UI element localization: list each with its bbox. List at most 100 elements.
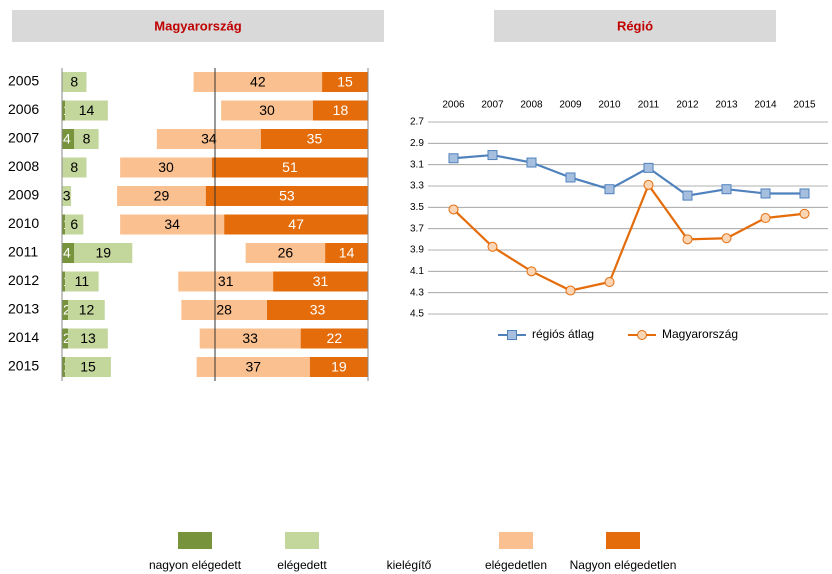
y-tick-label: 2015 [8, 358, 39, 374]
bar-segment [68, 300, 105, 320]
y-tick-label: 2007 [8, 130, 39, 146]
x-tick-label: 2013 [715, 100, 738, 111]
value-label: 14 [339, 245, 355, 261]
legend-swatch [178, 532, 212, 549]
header-box [12, 10, 384, 42]
y-tick-label: 3.7 [410, 223, 424, 234]
legend-swatch [606, 532, 640, 549]
bar-segment [309, 357, 368, 377]
bar-segment [267, 300, 368, 320]
value-label: 31 [218, 273, 234, 289]
marker [565, 172, 576, 183]
legend-swatch [392, 532, 426, 549]
marker [448, 153, 459, 164]
value-label: 2 [63, 330, 71, 346]
bar-segment [117, 186, 206, 206]
bar-segment [62, 300, 69, 320]
series-line [453, 153, 805, 197]
marker [760, 188, 771, 199]
bar-segment [325, 243, 368, 263]
bar-segment [178, 271, 274, 292]
bar-segment [132, 243, 246, 263]
legend-marker [637, 330, 647, 340]
y-tick-label: 2013 [8, 301, 39, 317]
bar-segment [199, 328, 301, 349]
value-label: 14 [79, 102, 95, 118]
x-tick-label: 2006 [442, 100, 465, 111]
legend-label: régiós átlag [532, 327, 594, 341]
value-label: 22 [327, 330, 343, 346]
marker [682, 190, 693, 201]
y-tick-label: 2006 [8, 101, 39, 117]
bar-segment [110, 357, 197, 377]
value-label: 29 [154, 188, 170, 204]
bar-segment [120, 157, 212, 178]
value-label: 33 [242, 330, 258, 346]
value-label: 37 [245, 359, 261, 375]
y-tick-label: 2.7 [410, 117, 424, 128]
value-label: 3 [63, 188, 71, 204]
y-tick-label: 2010 [8, 215, 39, 231]
series-line [452, 182, 805, 292]
bar-segment [65, 271, 99, 292]
bar-segment [62, 100, 66, 121]
header-box [494, 10, 776, 42]
left-title: Magyarország [154, 18, 241, 33]
legend-marker [507, 330, 517, 340]
value-label: 13 [80, 330, 96, 346]
bar-segment [86, 157, 121, 178]
value-label: 33 [310, 302, 326, 318]
bar-segment [205, 186, 368, 206]
x-tick-label: 2015 [793, 100, 816, 111]
bar-segment [62, 72, 87, 92]
bar-segment [193, 72, 323, 92]
marker [526, 157, 537, 168]
bar-segment [74, 129, 99, 149]
bar-segment [65, 357, 111, 377]
bar-segment [98, 271, 179, 292]
marker [682, 234, 693, 245]
marker [487, 150, 498, 161]
x-tick-label: 2011 [638, 100, 660, 111]
marker [604, 277, 615, 287]
bar-segment [211, 157, 368, 178]
legend-label: Nagyon elégedetlen [570, 558, 677, 572]
bar-segment [260, 129, 368, 149]
y-tick-label: 2.9 [410, 138, 424, 149]
bar-segment [221, 100, 313, 121]
x-tick-label: 2010 [598, 100, 621, 111]
value-label: 35 [307, 131, 323, 147]
y-tick-label: 4.3 [410, 287, 424, 298]
value-label: 42 [250, 74, 266, 90]
marker [721, 184, 732, 195]
legend-swatch [499, 532, 533, 549]
y-tick-label: 3.5 [410, 202, 424, 213]
x-tick-label: 2014 [754, 100, 777, 111]
bar-segment [98, 129, 157, 149]
value-label: 47 [288, 216, 304, 232]
bar-segment [74, 243, 133, 263]
bar-segment [181, 300, 268, 320]
value-label: 8 [70, 74, 78, 90]
bar-segment [312, 100, 368, 121]
y-tick-label: 2012 [8, 272, 39, 288]
value-label: 2 [63, 302, 71, 318]
value-label: 34 [164, 216, 180, 232]
marker [604, 184, 615, 195]
marker [487, 241, 498, 252]
value-label: 53 [279, 188, 295, 204]
value-label: 12 [79, 302, 95, 318]
value-label: 15 [337, 74, 353, 90]
bar-segment [65, 214, 84, 235]
x-tick-label: 2009 [559, 100, 582, 111]
marker [799, 208, 810, 219]
value-label: 51 [282, 159, 298, 175]
bar-segment [86, 72, 194, 92]
x-tick-label: 2012 [676, 100, 699, 111]
value-label: 8 [70, 159, 78, 175]
legend-label: Magyarország [662, 327, 738, 341]
legend-label: nagyon elégedett [149, 558, 242, 572]
bar-segment [62, 328, 69, 349]
y-tick-label: 3.1 [410, 159, 424, 170]
